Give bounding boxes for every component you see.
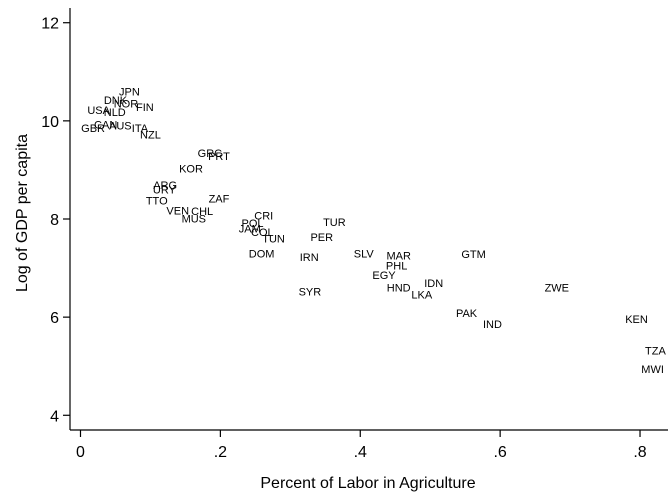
- data-point-label: COL: [251, 227, 274, 239]
- y-tick-label: 10: [41, 114, 59, 131]
- data-point-label: NOR: [114, 99, 139, 111]
- data-point-label: KEN: [625, 314, 648, 326]
- data-point-label: KOR: [179, 163, 203, 175]
- data-point-label: GTM: [461, 249, 485, 261]
- data-point-label: CAN: [94, 119, 117, 131]
- data-point-label: TUN: [262, 234, 285, 246]
- x-axis: 0 .2 .4 .6 .8: [70, 429, 668, 461]
- data-point-label: SLV: [354, 248, 375, 260]
- data-point-label: EGY: [372, 270, 396, 282]
- y-tick-label: 4: [50, 408, 59, 425]
- data-point-label: PAK: [456, 308, 478, 320]
- data-point-label: DOM: [249, 248, 275, 260]
- data-point-label: TUR: [323, 217, 346, 229]
- data-point-label: CRI: [254, 211, 273, 223]
- data-point-label: USA: [87, 105, 110, 117]
- y-tick-label: 12: [41, 16, 59, 33]
- data-point-label: JAM: [239, 223, 261, 235]
- data-point-label: NZL: [140, 130, 161, 142]
- data-point-label: PHL: [386, 261, 407, 273]
- y-axis-title: Log of GDP per capita: [14, 134, 31, 292]
- y-tick-label: 8: [50, 212, 59, 229]
- data-point-label: AUS: [109, 120, 132, 132]
- data-point-label: FIN: [136, 102, 154, 114]
- data-point-label: ZAF: [209, 193, 230, 205]
- data-point-label: MUS: [182, 214, 206, 226]
- data-point-label: HND: [387, 283, 411, 295]
- x-tick-label: .4: [354, 444, 367, 461]
- data-point-label: VEN: [166, 206, 189, 218]
- data-point-label: JPN: [119, 86, 140, 98]
- data-point-label: TZA: [645, 346, 666, 358]
- x-tick-label: 0: [76, 444, 85, 461]
- x-axis-title: Percent of Labor in Agriculture: [260, 475, 475, 492]
- y-axis: 4 6 8 10 12: [41, 8, 71, 430]
- data-point-label: SYR: [299, 287, 322, 299]
- data-point-label: GBR: [81, 123, 105, 135]
- data-point-label: CHL: [191, 206, 213, 218]
- data-point-label: TTO: [146, 195, 168, 207]
- data-point-label: NLD: [104, 107, 126, 119]
- data-point-label: DNK: [104, 95, 128, 107]
- data-point-label: PER: [310, 232, 333, 244]
- data-point-label: IDN: [424, 278, 443, 290]
- data-point-label: IND: [483, 319, 502, 331]
- y-tick-label: 6: [50, 310, 59, 327]
- data-point-label: MWI: [641, 364, 664, 376]
- data-point-label: URY: [153, 185, 177, 197]
- x-tick-label: .2: [214, 444, 227, 461]
- x-tick-label: .8: [633, 444, 646, 461]
- data-point-label: ARG: [153, 180, 177, 192]
- data-point-label: GRC: [198, 148, 223, 160]
- data-point-label: ITA: [132, 123, 149, 135]
- data-point-label: LKA: [411, 290, 432, 302]
- data-point-label: POL: [242, 218, 264, 230]
- data-point-label: IRN: [300, 252, 319, 264]
- x-tick-label: .6: [493, 444, 506, 461]
- data-point-label: MAR: [386, 250, 411, 262]
- data-point-label: ZWE: [545, 283, 569, 295]
- data-point-label: PRT: [208, 151, 230, 163]
